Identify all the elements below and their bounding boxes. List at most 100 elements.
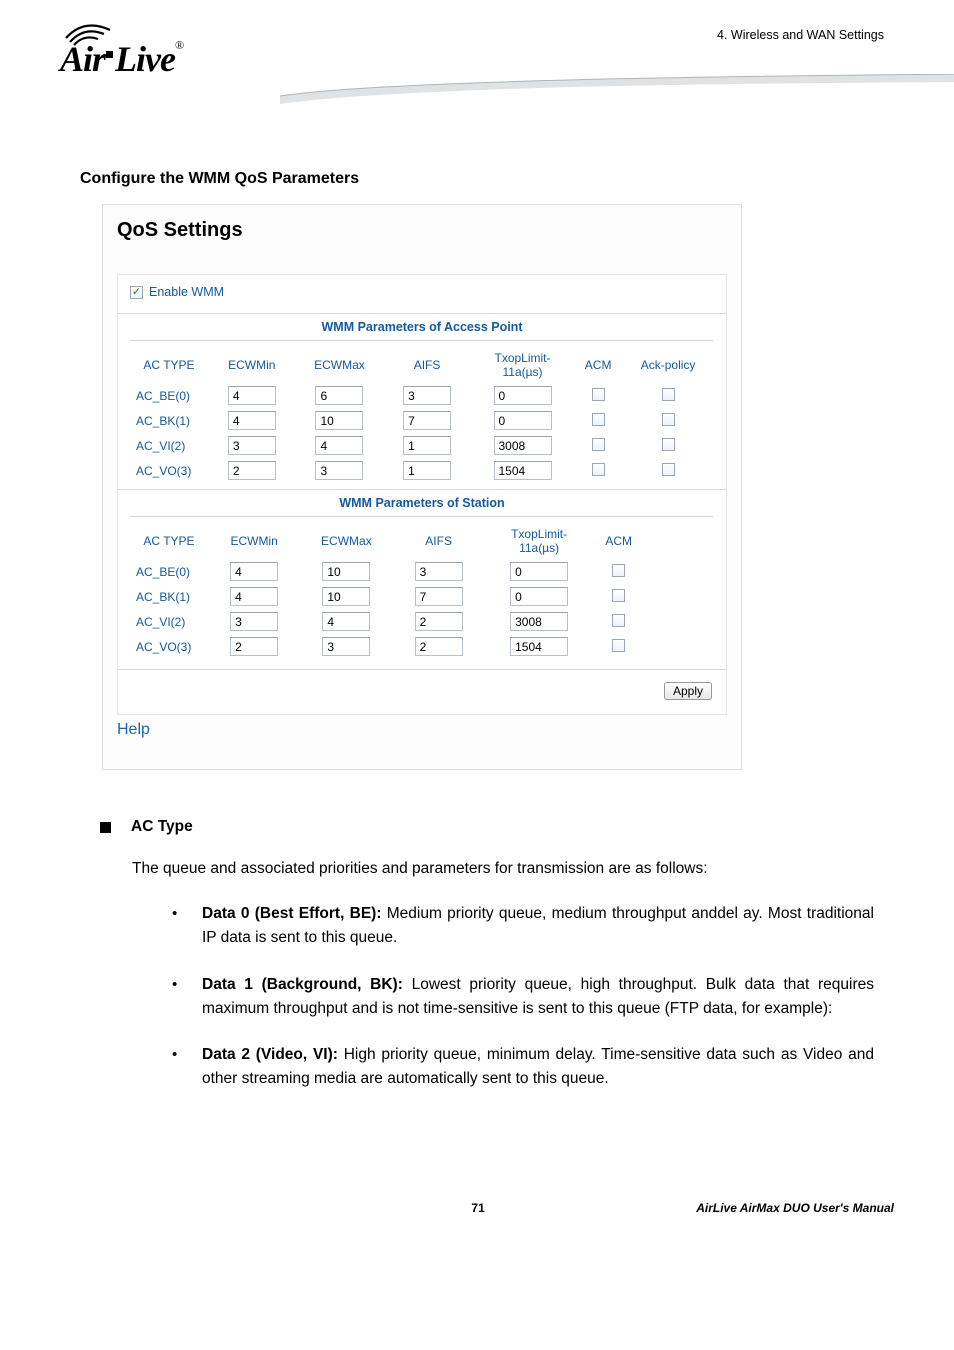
enable-wmm-label: Enable WMM bbox=[149, 285, 224, 299]
ac-type-cell: AC_VO(3) bbox=[130, 458, 208, 483]
acm-checkbox[interactable] bbox=[592, 413, 605, 426]
panel-title: QoS Settings bbox=[117, 219, 727, 242]
table-row: AC_BE(0) bbox=[130, 559, 714, 584]
sta-table: AC TYPEECWMinECWMaxAIFSTxopLimit-11a(µs)… bbox=[130, 523, 714, 659]
list-item: Data 0 (Best Effort, BE): Medium priorit… bbox=[172, 902, 874, 950]
txop-input[interactable] bbox=[510, 562, 568, 581]
table-row: AC_VI(2) bbox=[130, 609, 714, 634]
divider bbox=[118, 489, 726, 490]
acm-checkbox[interactable] bbox=[612, 614, 625, 627]
ac-type-heading: AC Type bbox=[100, 818, 874, 836]
ecwmax-input[interactable] bbox=[315, 411, 363, 430]
ackpolicy-checkbox[interactable] bbox=[662, 438, 675, 451]
help-link[interactable]: Help bbox=[117, 721, 150, 739]
divider bbox=[118, 313, 726, 314]
ackpolicy-checkbox[interactable] bbox=[662, 413, 675, 426]
ecwmax-input[interactable] bbox=[322, 562, 370, 581]
ecwmax-input[interactable] bbox=[315, 386, 363, 405]
enable-wmm-checkbox[interactable] bbox=[130, 286, 143, 299]
ecwmin-input[interactable] bbox=[228, 436, 276, 455]
divider bbox=[130, 516, 714, 517]
ecwmin-input[interactable] bbox=[230, 562, 278, 581]
acm-checkbox[interactable] bbox=[612, 589, 625, 602]
ac-type-cell: AC_VI(2) bbox=[130, 433, 208, 458]
enable-wmm-row[interactable]: Enable WMM bbox=[130, 285, 714, 299]
ac-type-cell: AC_BK(1) bbox=[130, 408, 208, 433]
page-number: 71 bbox=[260, 1201, 696, 1215]
table-row: AC_VO(3) bbox=[130, 634, 714, 659]
ecwmax-input[interactable] bbox=[315, 461, 363, 480]
column-header: AC TYPE bbox=[130, 347, 208, 383]
ap-table: AC TYPEECWMinECWMaxAIFSTxopLimit-11a(µs)… bbox=[130, 347, 714, 483]
logo-text: AirLive® bbox=[60, 39, 183, 79]
list-item: Data 1 (Background, BK): Lowest priority… bbox=[172, 973, 874, 1021]
column-header: ACM bbox=[593, 523, 644, 559]
ecwmin-input[interactable] bbox=[228, 461, 276, 480]
ac-type-cell: AC_BE(0) bbox=[130, 383, 208, 408]
ecwmax-input[interactable] bbox=[322, 637, 370, 656]
manual-title: AirLive AirMax DUO User's Manual bbox=[696, 1201, 894, 1215]
ackpolicy-checkbox[interactable] bbox=[662, 463, 675, 476]
column-header: Ack-policy bbox=[622, 347, 714, 383]
column-header: ECWMin bbox=[208, 347, 296, 383]
ac-type-cell: AC_VO(3) bbox=[130, 634, 208, 659]
aifs-input[interactable] bbox=[415, 587, 463, 606]
sta-caption: WMM Parameters of Station bbox=[130, 496, 714, 510]
ap-caption: WMM Parameters of Access Point bbox=[130, 320, 714, 334]
acm-checkbox[interactable] bbox=[612, 564, 625, 577]
ecwmin-input[interactable] bbox=[228, 386, 276, 405]
acm-checkbox[interactable] bbox=[592, 388, 605, 401]
column-header: AC TYPE bbox=[130, 523, 208, 559]
ecwmax-input[interactable] bbox=[322, 587, 370, 606]
column-header: AIFS bbox=[393, 523, 485, 559]
aifs-input[interactable] bbox=[403, 386, 451, 405]
column-header: AIFS bbox=[383, 347, 471, 383]
acm-checkbox[interactable] bbox=[592, 463, 605, 476]
column-header: TxopLimit-11a(µs) bbox=[471, 347, 574, 383]
intro-text: The queue and associated priorities and … bbox=[132, 858, 874, 880]
aifs-input[interactable] bbox=[415, 562, 463, 581]
aifs-input[interactable] bbox=[403, 436, 451, 455]
table-row: AC_BK(1) bbox=[130, 408, 714, 433]
divider bbox=[130, 340, 714, 341]
ecwmax-input[interactable] bbox=[322, 612, 370, 631]
logo: AirLive® bbox=[60, 20, 183, 62]
acm-checkbox[interactable] bbox=[612, 639, 625, 652]
txop-input[interactable] bbox=[510, 612, 568, 631]
chapter-label: 4. Wireless and WAN Settings bbox=[717, 28, 884, 42]
column-header: ECWMax bbox=[296, 347, 384, 383]
aifs-input[interactable] bbox=[415, 637, 463, 656]
ecwmin-input[interactable] bbox=[228, 411, 276, 430]
txop-input[interactable] bbox=[510, 637, 568, 656]
aifs-input[interactable] bbox=[415, 612, 463, 631]
aifs-input[interactable] bbox=[403, 461, 451, 480]
divider bbox=[118, 669, 726, 670]
ecwmin-input[interactable] bbox=[230, 612, 278, 631]
txop-input[interactable] bbox=[510, 587, 568, 606]
item-bold: Data 2 (Video, VI): bbox=[202, 1046, 338, 1063]
settings-box: Enable WMM WMM Parameters of Access Poin… bbox=[117, 274, 727, 715]
ecwmin-input[interactable] bbox=[230, 637, 278, 656]
ac-type-cell: AC_BK(1) bbox=[130, 584, 208, 609]
table-row: AC_VO(3) bbox=[130, 458, 714, 483]
txop-input[interactable] bbox=[494, 411, 552, 430]
qos-panel: QoS Settings Enable WMM WMM Parameters o… bbox=[102, 204, 742, 770]
txop-input[interactable] bbox=[494, 461, 552, 480]
apply-button[interactable]: Apply bbox=[664, 682, 712, 700]
column-header: ECWMax bbox=[300, 523, 392, 559]
ecwmin-input[interactable] bbox=[230, 587, 278, 606]
ackpolicy-checkbox[interactable] bbox=[662, 388, 675, 401]
table-row: AC_VI(2) bbox=[130, 433, 714, 458]
footer: 71 AirLive AirMax DUO User's Manual bbox=[60, 1201, 894, 1215]
ac-type-label: AC Type bbox=[131, 818, 193, 836]
table-row: AC_BK(1) bbox=[130, 584, 714, 609]
txop-input[interactable] bbox=[494, 436, 552, 455]
txop-input[interactable] bbox=[494, 386, 552, 405]
ac-type-cell: AC_VI(2) bbox=[130, 609, 208, 634]
table-row: AC_BE(0) bbox=[130, 383, 714, 408]
ecwmax-input[interactable] bbox=[315, 436, 363, 455]
column-header: ACM bbox=[574, 347, 622, 383]
column-header: TxopLimit-11a(µs) bbox=[485, 523, 594, 559]
acm-checkbox[interactable] bbox=[592, 438, 605, 451]
aifs-input[interactable] bbox=[403, 411, 451, 430]
